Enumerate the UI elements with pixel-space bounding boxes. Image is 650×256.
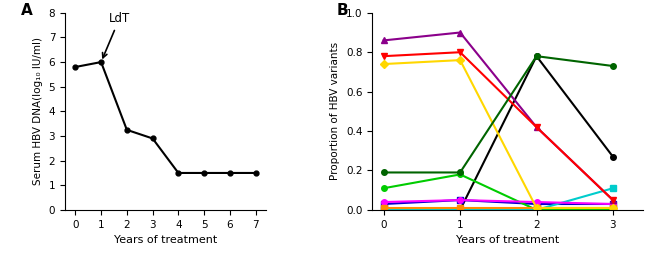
rtD134N — [532, 126, 540, 129]
rtA181T — [532, 55, 540, 58]
rtM204V — [380, 200, 387, 204]
rtF151Y — [380, 62, 387, 66]
Line: rtA194V: rtA194V — [381, 205, 616, 211]
rtA181T — [609, 155, 617, 158]
rtL145M — [532, 126, 540, 129]
Text: B: B — [337, 3, 348, 18]
rtL145M — [609, 199, 617, 202]
rtN236T — [456, 199, 464, 202]
rtF151Y — [532, 206, 540, 209]
rtL180M — [609, 208, 617, 211]
rtM204V — [532, 200, 540, 204]
rtQ215R — [380, 208, 387, 211]
rtN236T — [532, 202, 540, 206]
rtA194V — [380, 206, 387, 209]
rtS223A — [456, 171, 464, 174]
rtS223A — [609, 65, 617, 68]
Line: rtN236T: rtN236T — [381, 197, 616, 207]
Line: rtQ215R: rtQ215R — [381, 185, 616, 213]
rtF151Y — [609, 206, 617, 209]
rtQ215R — [532, 208, 540, 211]
rtA194V — [532, 206, 540, 209]
rtQ215R — [609, 187, 617, 190]
rtD134N — [609, 199, 617, 202]
Line: rtA181T: rtA181T — [381, 54, 616, 213]
Line: rtM204V: rtM204V — [381, 197, 616, 207]
rtN236T — [380, 202, 387, 206]
rtF151Y — [456, 59, 464, 62]
Line: rtF151Y: rtF151Y — [381, 57, 616, 211]
Line: rtD134N: rtD134N — [381, 30, 616, 203]
rtS223A — [532, 55, 540, 58]
rtA181T — [380, 208, 387, 211]
rtL145M — [456, 51, 464, 54]
rtN236T — [609, 202, 617, 206]
rtV214A — [380, 208, 387, 211]
Line: rtV214A: rtV214A — [381, 207, 616, 213]
rtD134N — [456, 31, 464, 34]
Line: rtL145M: rtL145M — [381, 49, 616, 203]
rtA194V — [456, 206, 464, 209]
Y-axis label: Proportion of HBV variants: Proportion of HBV variants — [330, 42, 341, 180]
rtM204V — [609, 202, 617, 206]
rtS223A — [380, 171, 387, 174]
Y-axis label: Serum HBV DNA(log₁₀ IU/ml): Serum HBV DNA(log₁₀ IU/ml) — [33, 37, 43, 185]
X-axis label: Years of treatment: Years of treatment — [114, 235, 217, 245]
rtQ215R — [456, 208, 464, 211]
Line: rtS223A: rtS223A — [381, 54, 616, 175]
rtL180M — [532, 208, 540, 211]
rtV214A — [609, 208, 617, 211]
Text: A: A — [21, 3, 32, 18]
Text: LdT: LdT — [103, 12, 130, 58]
rtV214A — [532, 208, 540, 211]
rtM204V — [456, 199, 464, 202]
rtL180M — [380, 187, 387, 190]
rtL145M — [380, 55, 387, 58]
rtD134N — [380, 39, 387, 42]
Line: rtL180M: rtL180M — [381, 172, 616, 213]
rtV214A — [456, 208, 464, 211]
rtL180M — [456, 173, 464, 176]
X-axis label: Years of treatment: Years of treatment — [456, 235, 560, 245]
rtA194V — [609, 206, 617, 209]
rtA181T — [456, 208, 464, 211]
